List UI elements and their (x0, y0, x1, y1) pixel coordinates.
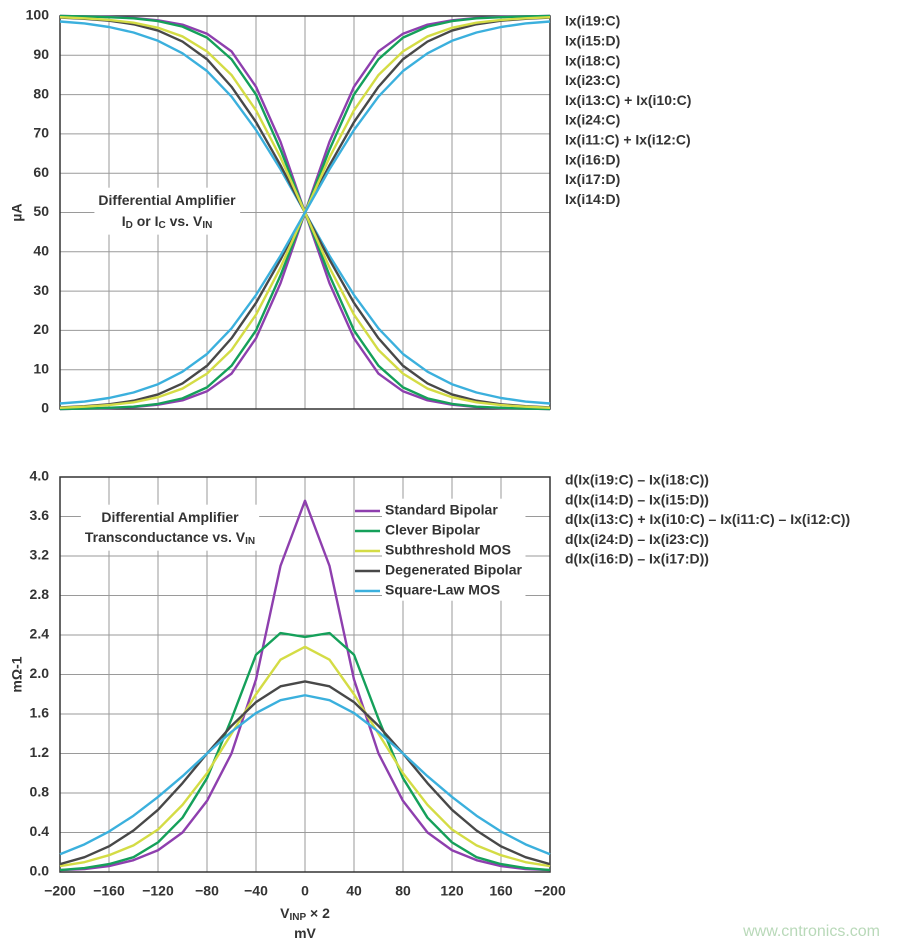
annotation-subscript: IN (202, 220, 212, 231)
y-tick-label: 10 (33, 360, 49, 376)
legend-entry: Ix(i17:D) (565, 171, 620, 187)
trace-legend-entry: d(Ix(i13:C) + Ix(i10:C) – Ix(i11:C) – Ix… (565, 511, 850, 527)
annotation-subscript: IN (245, 536, 255, 547)
y-tick-label: 70 (33, 125, 49, 141)
annotation-part: Differential Amplifier (101, 509, 239, 525)
label-background (80, 504, 260, 551)
x-axis-label-part: × 2 (306, 905, 330, 921)
legend-entry: Ix(i11:C) + Ix(i12:C) (565, 132, 691, 148)
series-line (59, 499, 551, 872)
trace-legend-entry: d(Ix(i14:D) – Ix(i15:D)) (565, 491, 709, 507)
annotation-part: Transconductance vs. V (85, 529, 246, 545)
series-line (59, 694, 551, 856)
annotation-part: Differential Amplifier (98, 192, 236, 208)
y-tick-label: 100 (26, 7, 50, 23)
y-tick-label: 50 (33, 203, 49, 219)
y-tick-label: 4.0 (30, 468, 50, 484)
legend-entry: Ix(i15:D) (565, 33, 620, 49)
legend-entry: Square-Law MOS (385, 582, 500, 598)
x-tick-label: −160 (93, 883, 125, 899)
x-tick-label: −120 (142, 883, 174, 899)
y-tick-label: 0.4 (30, 823, 50, 839)
y-tick-label: 0 (41, 400, 49, 416)
y-tick-label: 3.2 (30, 547, 50, 563)
x-tick-label: −200 (534, 883, 566, 899)
y-tick-label: 0.8 (30, 784, 50, 800)
y-tick-label: 1.2 (30, 744, 50, 760)
annotation: Differential Amplifier (101, 509, 239, 525)
y-tick-label: 3.6 (30, 507, 50, 523)
y-tick-label: 1.6 (30, 705, 50, 721)
series-line (59, 631, 551, 872)
label-background (94, 187, 241, 235)
x-tick-label: −40 (244, 883, 268, 899)
y-tick-label: 30 (33, 282, 49, 298)
x-axis-label-part: mV (294, 925, 316, 941)
y-tick-label: 2.0 (30, 665, 50, 681)
y-tick-label: 40 (33, 243, 49, 259)
x-tick-label: 0 (301, 883, 309, 899)
legend-entry: Clever Bipolar (385, 522, 480, 538)
y-tick-label: 2.4 (30, 626, 50, 642)
annotation-part: vs. V (166, 213, 203, 229)
legend-entry: Ix(i23:C) (565, 72, 620, 88)
annotation-part: I (122, 213, 126, 229)
legend-entry: Ix(i24:C) (565, 112, 620, 128)
x-tick-label: −200 (44, 883, 76, 899)
annotation: Differential Amplifier (98, 192, 236, 208)
x-axis-label: VINP × 2 (280, 905, 330, 923)
trace-legend-entry: d(Ix(i19:C) – Ix(i18:C)) (565, 472, 709, 488)
legend-entry: Ix(i14:D) (565, 191, 620, 207)
y-tick-label: 90 (33, 46, 49, 62)
y-tick-label: 20 (33, 321, 49, 337)
label-background (382, 498, 526, 601)
annotation-subscript: C (158, 220, 165, 231)
legend-entry: Ix(i19:C) (565, 13, 620, 29)
legend-entry: Ix(i13:C) + Ix(i10:C) (565, 92, 691, 108)
plot-frame (59, 476, 551, 873)
annotation-part: or I (133, 213, 159, 229)
x-tick-label: 120 (440, 883, 464, 899)
legend-entry: Degenerated Bipolar (385, 562, 522, 578)
plot-frame (59, 15, 551, 410)
series-line (59, 680, 551, 866)
x-tick-label: 40 (346, 883, 362, 899)
annotation: Transconductance vs. VIN (85, 529, 255, 547)
x-tick-label: 160 (489, 883, 513, 899)
y-tick-label: 80 (33, 85, 49, 101)
annotation: ID or IC vs. VIN (122, 213, 213, 231)
trace-legend-entry: d(Ix(i16:D) – Ix(i17:D)) (565, 551, 709, 567)
x-tick-label: −80 (195, 883, 219, 899)
legend-entry: Ix(i18:C) (565, 52, 620, 68)
series-line (59, 20, 551, 405)
y-tick-label: 60 (33, 164, 49, 180)
x-axis-label-subscript: INP (289, 912, 306, 923)
y-tick-label: 0.0 (30, 863, 50, 879)
y-axis-label: µA (9, 203, 25, 221)
x-tick-label: 80 (395, 883, 411, 899)
legend-entry: Ix(i16:D) (565, 151, 620, 167)
series-line (59, 645, 551, 868)
legend-entry: Subthreshold MOS (385, 542, 511, 558)
trace-legend-entry: d(Ix(i24:D) – Ix(i23:C)) (565, 531, 709, 547)
watermark: www.cntronics.com (742, 923, 880, 940)
x-axis-label-part: V (280, 905, 290, 921)
x-axis-label: mV (294, 925, 316, 941)
legend-entry: Standard Bipolar (385, 502, 498, 518)
annotation-subscript: D (126, 220, 133, 231)
y-axis-label: mΩ-1 (9, 656, 25, 692)
y-tick-label: 2.8 (30, 586, 50, 602)
